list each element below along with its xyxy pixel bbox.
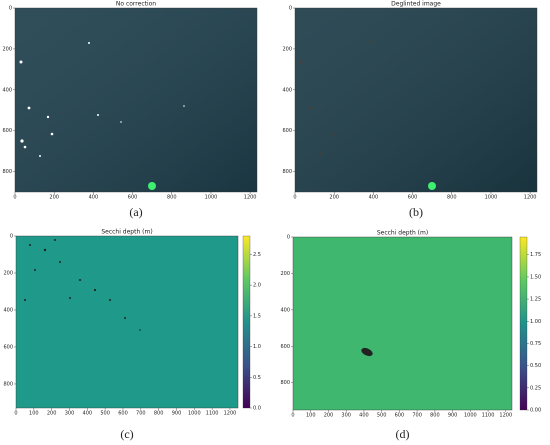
axes-frame: [14, 7, 258, 193]
heatmap: [293, 237, 512, 410]
x-tick-label: 400: [369, 195, 379, 201]
x-tick-label: 300: [341, 413, 351, 419]
colorbar: [519, 236, 528, 411]
x-tick-label: 800: [167, 195, 177, 201]
x-tick-label: 500: [100, 411, 110, 417]
x-tick-label: 0: [13, 195, 16, 201]
x-tick-label: 400: [359, 413, 369, 419]
x-tick-label: 100: [29, 411, 39, 417]
colorbar-tick-label: 2.5: [253, 252, 261, 258]
x-tick-label: 1000: [464, 413, 477, 419]
x-tick-label: 700: [412, 413, 422, 419]
image-texture: [19, 41, 436, 357]
x-tick-label: 1100: [482, 413, 495, 419]
plots: No correction(a)0 200 400 600 800 1000 1200020…: [2, 1, 541, 441]
y-tick-label: 0: [289, 6, 292, 12]
y-tick-label: 200: [280, 271, 290, 277]
x-tick-label: 200: [47, 411, 57, 417]
colorbar-tick-label: 2.0: [253, 283, 261, 289]
x-tick-label: 200: [49, 195, 59, 201]
heatmap: [16, 236, 238, 408]
y-tick-label: 400: [3, 307, 13, 313]
axes-frame: [15, 235, 239, 409]
axes-frame: [292, 236, 513, 411]
x-tick-label: 500: [377, 413, 387, 419]
x-tick-label: 800: [447, 195, 457, 201]
y-tick-label: 600: [282, 128, 292, 134]
panel-label: (c): [120, 427, 133, 441]
colorbar-tick-label: 0.50: [530, 363, 541, 369]
colorbar: [242, 235, 251, 409]
y-tick-label: 0: [10, 234, 13, 240]
colorbar-tick-label: 1.5: [253, 313, 261, 319]
x-tick-label: 600: [395, 413, 405, 419]
colorbar-tick-label: 0.5: [253, 375, 261, 381]
x-tick-label: 0: [293, 195, 296, 201]
colorbar-tick-label: 0.0: [253, 406, 261, 412]
x-tick-label: 1200: [224, 411, 237, 417]
x-tick-label: 600: [408, 195, 418, 201]
x-tick-label: 400: [83, 411, 93, 417]
x-tick-label: 900: [448, 413, 458, 419]
y-tick-label: 800: [282, 169, 292, 175]
x-tick-label: 0: [14, 411, 17, 417]
x-tick-label: 1200: [244, 195, 257, 201]
colorbar-tick-label: 1.75: [530, 252, 541, 258]
axes-frame: [294, 7, 538, 193]
x-tick-label: 900: [172, 411, 182, 417]
x-tick-label: 1000: [188, 411, 201, 417]
panel-label: (d): [396, 427, 410, 441]
panel-title: Deglinted image: [391, 1, 441, 8]
x-tick-label: 400: [89, 195, 99, 201]
x-tick-label: 0: [291, 413, 294, 419]
x-tick-label: 100: [306, 413, 316, 419]
y-tick-label: 200: [282, 46, 292, 52]
x-tick-label: 700: [136, 411, 146, 417]
x-tick-label: 1200: [499, 413, 512, 419]
y-tick-label: 800: [280, 380, 290, 386]
panel-label: (a): [129, 205, 142, 219]
x-tick-label: 200: [324, 413, 334, 419]
panel-title: Secchi depth (m): [101, 229, 152, 236]
y-tick-label: 400: [2, 87, 12, 93]
y-tick-label: 400: [280, 307, 290, 313]
x-tick-label: 1000: [205, 195, 218, 201]
x-tick-label: 200: [329, 195, 339, 201]
colorbar-tick-label: 1.00: [530, 319, 541, 325]
y-tick-label: 600: [2, 128, 12, 134]
x-tick-label: 1000: [485, 195, 498, 201]
panel-label: (b): [409, 205, 423, 219]
colorbar-tick-label: 1.0: [253, 344, 261, 350]
y-tick-label: 600: [3, 344, 13, 350]
panel-title: No correction: [116, 1, 156, 8]
y-tick-label: 800: [3, 381, 13, 387]
y-tick-label: 800: [2, 169, 12, 175]
y-tick-label: 200: [2, 46, 12, 52]
x-tick-label: 1100: [206, 411, 219, 417]
x-tick-label: 800: [430, 413, 440, 419]
y-tick-label: 400: [282, 87, 292, 93]
image-shade: [15, 8, 257, 192]
image-shade: [295, 8, 537, 192]
y-tick-label: 0: [287, 235, 290, 241]
y-tick-label: 0: [9, 6, 12, 12]
x-tick-label: 600: [118, 411, 128, 417]
x-tick-label: 600: [128, 195, 138, 201]
colorbar-tick-label: 0.00: [530, 408, 541, 414]
colorbar-tick-label: 1.25: [530, 297, 541, 303]
colorbar-tick-label: 0.25: [530, 385, 541, 391]
panel-title: Secchi depth (m): [377, 230, 428, 237]
y-tick-label: 200: [3, 270, 13, 276]
x-tick-label: 1200: [524, 195, 537, 201]
colorbar-tick-label: 1.50: [530, 274, 541, 280]
x-tick-label: 800: [154, 411, 164, 417]
colorbar-tick-label: 0.75: [530, 341, 541, 347]
x-tick-label: 300: [65, 411, 75, 417]
y-tick-label: 600: [280, 344, 290, 350]
